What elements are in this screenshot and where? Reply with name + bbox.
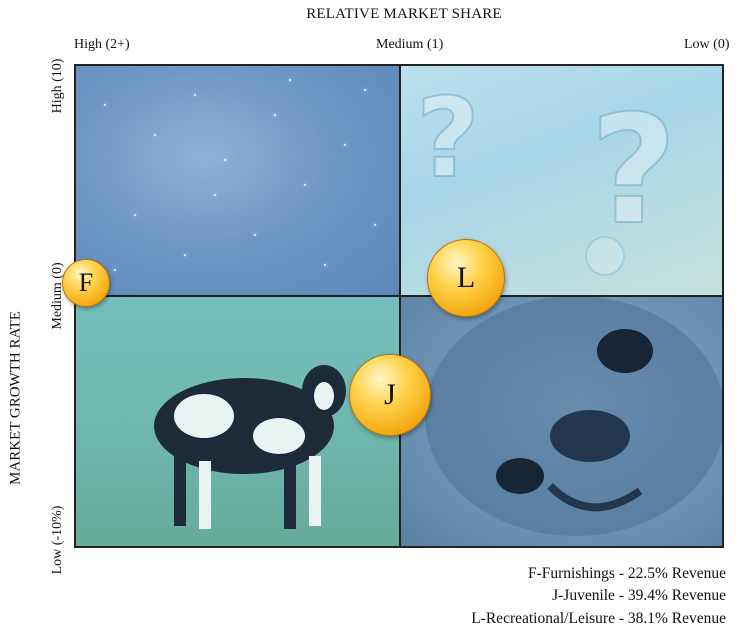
x-axis-title: RELATIVE MARKET SHARE [306,6,502,22]
y-tick-low: Low (-10%) [50,505,65,575]
matrix-border [74,64,724,548]
x-tick-low: Low (0) [684,37,730,52]
legend-item-l: L-Recreational/Leisure - 38.1% Revenue [471,610,726,627]
quadrant-stars [74,64,400,296]
point-f: F [62,259,110,307]
point-f-label: F [78,268,94,297]
question-mark-icon: ? [415,73,481,203]
dog-icon [425,296,724,536]
point-l-label: L [456,261,476,294]
y-tick-high: High (10) [50,58,65,114]
y-axis-title: MARKET GROWTH RATE [7,311,24,485]
point-j-label: J [384,378,396,411]
horizontal-divider [74,295,724,297]
legend-item-j: J-Juvenile - 39.4% Revenue [552,587,726,604]
question-mark-icon: ? [589,83,678,259]
point-j: J [349,354,431,436]
vertical-divider [399,64,401,548]
quadrant-cash-cows [74,296,400,548]
point-l: L [427,239,505,317]
legend-item-f: F-Furnishings - 22.5% Revenue [527,565,726,582]
quadrant-question-marks: ? ? [400,64,724,296]
cow-icon [154,365,346,529]
quadrant-dogs [400,296,724,548]
x-tick-medium: Medium (1) [376,37,444,52]
x-tick-high: High (2+) [74,37,130,52]
bcg-matrix: ? ? [74,64,724,548]
